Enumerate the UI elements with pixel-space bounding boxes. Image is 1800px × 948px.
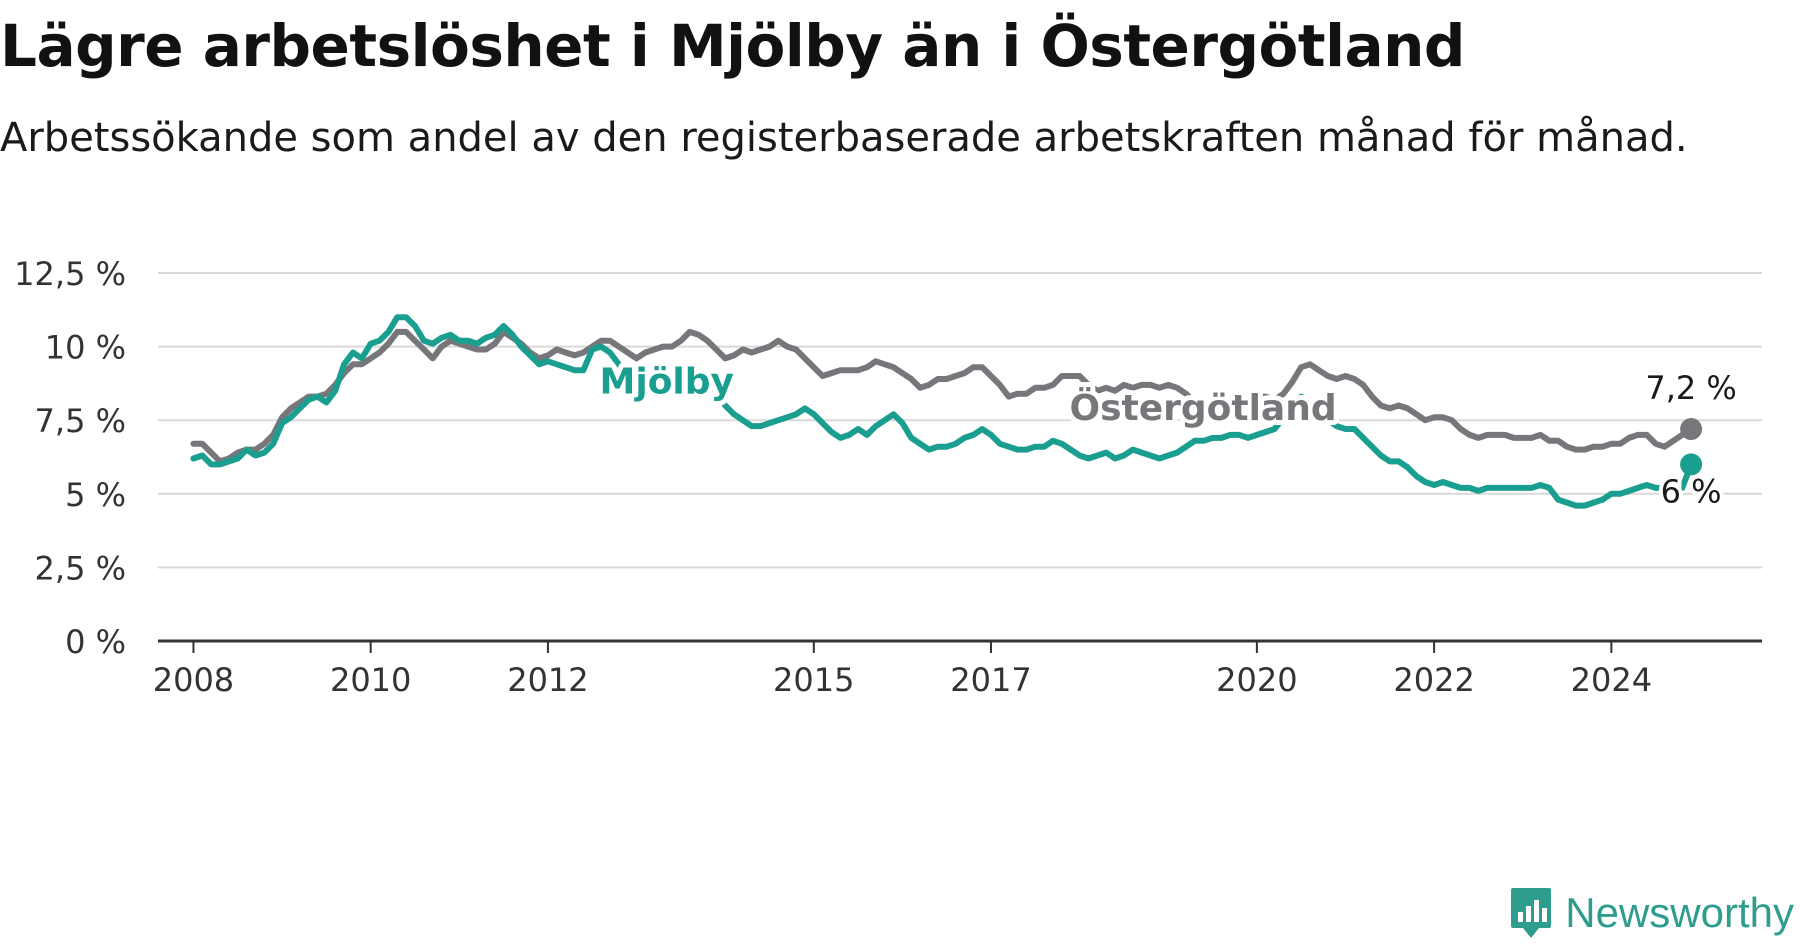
x-axis-ticks: 2008 2010 2012 2015 2017 2020 2022 2024: [153, 641, 1652, 699]
newsworthy-logo: Newsworthy: [1509, 878, 1794, 948]
x-tick-label: 2015: [773, 661, 854, 699]
series-labels: Östergötland Mjölby: [595, 357, 1342, 434]
x-tick-label: 2012: [507, 661, 588, 699]
series-label-1: Mjölby: [600, 362, 734, 403]
grid-lines: [158, 272, 1762, 569]
series-label-0: Östergötland: [1069, 387, 1336, 429]
page-subtitle: Arbetssökande som andel av den registerb…: [0, 115, 1688, 161]
y-tick-label: 2,5 %: [35, 549, 126, 587]
y-axis-ticks: 0 % 2,5 % 5 % 7,5 % 10 % 12,5 %: [14, 255, 126, 661]
newsworthy-logo-icon: [1511, 888, 1552, 938]
end-marker-0: [1680, 418, 1703, 441]
series-line-1: [190, 314, 1695, 509]
y-tick-label: 12,5 %: [14, 255, 126, 293]
end-value-label-0: 7,2 %: [1645, 369, 1736, 407]
x-tick-label: 2010: [330, 661, 411, 699]
line-chart: 0 %2,5 %5 %7,5 %10 %12,5 % 2008 2010 2012 2…: [14, 255, 1762, 699]
x-tick-label: 2008: [153, 661, 234, 699]
y-tick-label: 0 %: [65, 623, 126, 661]
y-tick-label: 7,5 %: [35, 402, 126, 440]
y-tick-label: 10 %: [45, 329, 126, 367]
series-line-0: [190, 328, 1695, 465]
page-title: Lägre arbetslöshet i Mjölby än i Östergö…: [0, 12, 1465, 80]
x-tick-label: 2022: [1393, 661, 1474, 699]
x-tick-label: 2020: [1216, 661, 1297, 699]
end-value-label-1: 6 %: [1661, 472, 1722, 510]
brand-name: Newsworthy: [1565, 889, 1794, 936]
x-tick-label: 2017: [950, 661, 1031, 699]
end-markers: 7,2 % 6 %: [1641, 365, 1740, 514]
x-tick-label: 2024: [1571, 661, 1652, 699]
end-marker-1: [1680, 453, 1703, 476]
series-lines: [190, 314, 1695, 509]
y-tick-label: 5 %: [65, 476, 126, 514]
